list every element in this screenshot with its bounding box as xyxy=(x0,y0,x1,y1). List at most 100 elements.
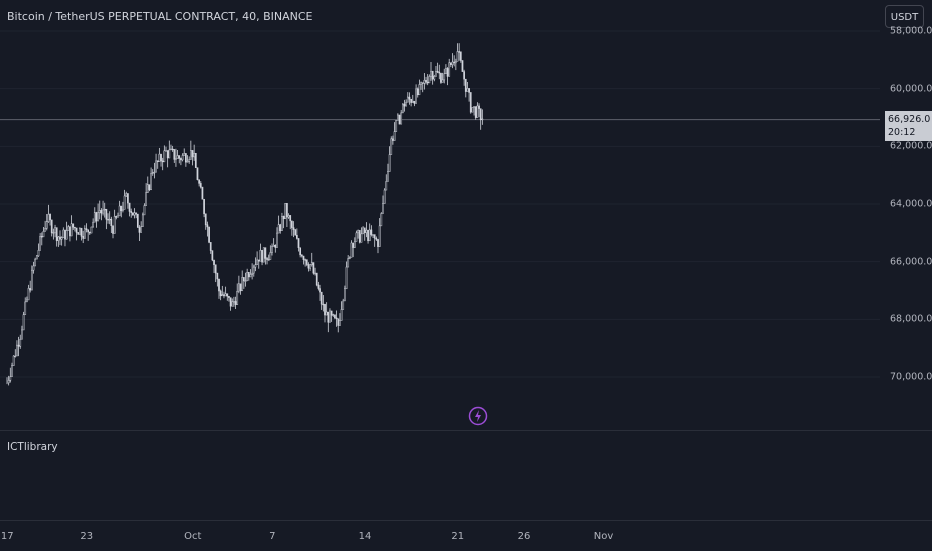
candle-body xyxy=(292,227,295,230)
candle-body xyxy=(335,317,338,319)
candle-body xyxy=(304,259,306,261)
candle-body xyxy=(127,193,129,204)
candle-body xyxy=(435,71,437,77)
candle-body xyxy=(70,223,73,237)
candle-body xyxy=(132,212,134,216)
candle-body xyxy=(473,106,475,108)
candle-body xyxy=(430,70,432,77)
candle-body xyxy=(165,150,167,152)
candle-body xyxy=(247,272,250,278)
candle-body xyxy=(19,338,22,347)
candle-body xyxy=(330,310,333,316)
candle-body xyxy=(196,167,199,180)
candle-body xyxy=(214,264,217,274)
candle-body xyxy=(95,212,98,222)
candle-body xyxy=(72,223,75,228)
candle-body xyxy=(39,236,41,251)
candle-body xyxy=(226,293,229,297)
candle-body xyxy=(85,228,88,230)
candle-body xyxy=(307,264,310,269)
candle-body xyxy=(392,138,394,141)
candle-body xyxy=(219,290,222,297)
candle-body xyxy=(428,76,431,84)
price-tick: 58,000.0 xyxy=(890,25,932,37)
candle-body xyxy=(271,246,273,253)
candle-body xyxy=(400,112,403,125)
candle-body xyxy=(408,96,411,100)
candle-body xyxy=(128,202,131,212)
candle-body xyxy=(476,105,479,118)
candle-body xyxy=(383,189,386,204)
candle-body xyxy=(238,283,240,292)
pane-divider[interactable] xyxy=(0,430,932,431)
candle-body xyxy=(375,237,378,240)
candle-body xyxy=(150,173,152,191)
candle-body xyxy=(186,161,189,163)
candle-body xyxy=(93,212,96,223)
currency-button[interactable]: USDT xyxy=(885,5,924,28)
candle-body xyxy=(385,181,388,191)
candle-body xyxy=(17,344,20,347)
candle-body xyxy=(367,229,369,242)
time-tick: 14 xyxy=(358,531,372,542)
candle-body xyxy=(368,229,371,242)
candle-body xyxy=(370,229,373,235)
candle-body xyxy=(52,232,55,234)
candle-body xyxy=(141,214,144,227)
candle-body xyxy=(387,171,389,182)
candle-body xyxy=(348,257,351,259)
candle-body xyxy=(431,70,434,80)
price-tick: 60,000.0 xyxy=(890,83,932,95)
candle-body xyxy=(181,155,184,161)
candle-body xyxy=(171,148,174,151)
candle-body xyxy=(130,211,133,213)
candle-body xyxy=(244,280,247,282)
candle-body xyxy=(286,203,288,218)
symbol-title[interactable]: Bitcoin / TetherUS PERPETUAL CONTRACT, 4… xyxy=(7,10,313,23)
candle-body xyxy=(257,259,260,262)
candle-body xyxy=(82,236,85,239)
lightning-icon[interactable] xyxy=(468,406,488,426)
candle-body xyxy=(69,226,71,237)
candle-body xyxy=(274,244,277,248)
candle-body xyxy=(463,71,465,80)
candle-body xyxy=(107,219,109,221)
time-tick: 7 xyxy=(269,531,276,542)
candle-body xyxy=(479,108,482,121)
candle-body xyxy=(445,68,447,74)
candle-body xyxy=(287,215,290,218)
candle-body xyxy=(90,226,93,234)
candle-body xyxy=(11,365,13,377)
price-axis[interactable]: 70,000.0 68,000.0 66,000.0 64,000.0 62,000.0… xyxy=(880,0,932,430)
candle-body xyxy=(282,216,285,220)
grid-lines xyxy=(0,30,880,378)
candle-body xyxy=(390,138,393,155)
candle-body xyxy=(140,226,143,233)
candle-body xyxy=(216,272,219,280)
candle-body xyxy=(382,203,384,214)
candle-body xyxy=(155,160,157,173)
candle-body xyxy=(145,192,147,206)
candle-body xyxy=(193,153,196,158)
candle-body xyxy=(425,80,427,83)
time-tick: 23 xyxy=(80,531,94,542)
candle-body xyxy=(300,254,303,257)
candle-body xyxy=(448,62,451,77)
candle-body xyxy=(125,193,128,197)
price-chart[interactable] xyxy=(0,0,880,430)
candle-body xyxy=(194,153,197,168)
price-series xyxy=(6,43,484,386)
candle-body xyxy=(458,51,461,53)
candle-body xyxy=(380,213,383,227)
chart-area[interactable] xyxy=(0,0,880,430)
candle-body xyxy=(229,297,232,307)
candle-body xyxy=(256,259,258,265)
time-axis[interactable]: 17 23 Oct 7 14 21 26 Nov xyxy=(0,520,932,551)
indicator-label[interactable]: ICTlibrary xyxy=(7,441,58,453)
candle-body xyxy=(413,100,416,104)
candle-body xyxy=(267,259,270,261)
candle-body xyxy=(350,242,353,258)
candle-body xyxy=(42,231,45,238)
last-price-label: 66,926.0 20:12 xyxy=(885,111,932,141)
candle-body xyxy=(305,259,308,265)
